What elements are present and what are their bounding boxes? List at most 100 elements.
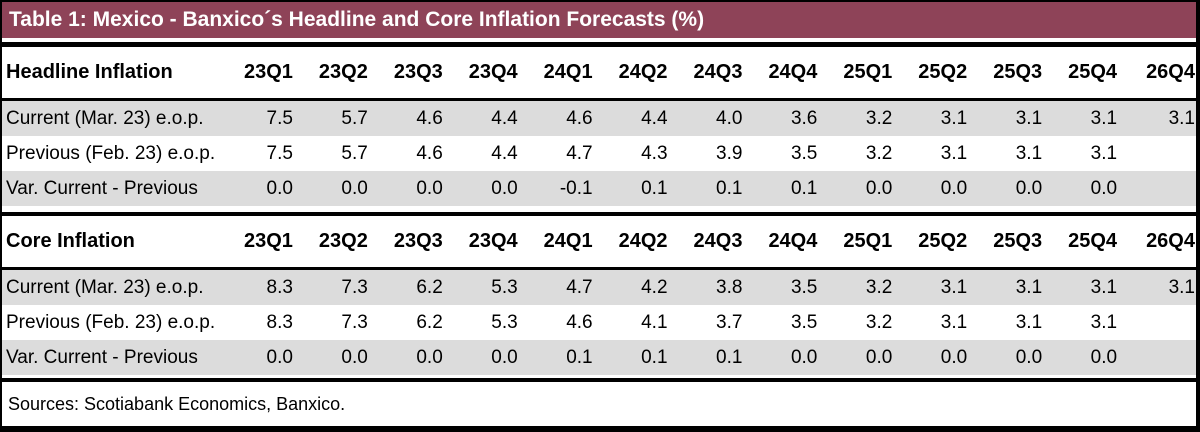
column-header-24q2: 24Q2 (618, 230, 668, 252)
section-core-inflation: Core Inflation 23Q1 23Q2 23Q3 23Q4 24Q1 24Q2 24… (2, 216, 1196, 375)
column-header-24q3: 24Q3 (693, 61, 743, 83)
column-header-24q3: 24Q3 (693, 230, 743, 252)
data-cell: 7.3 (341, 276, 368, 298)
data-cell: 0.0 (491, 177, 518, 199)
data-cell: 3.2 (865, 311, 893, 333)
data-cell: 4.6 (416, 142, 443, 164)
data-cell: 5.3 (491, 311, 518, 333)
data-cell: 0.0 (416, 346, 443, 368)
data-cell: 0.1 (566, 346, 593, 368)
table-row: Var. Current - Previous 0.0 0.0 0.0 0.0 -0.1 0… (2, 171, 1196, 206)
data-cell: 0.0 (491, 346, 518, 368)
row-label: Current (Mar. 23) e.o.p. (6, 107, 204, 129)
data-cell: 3.5 (790, 276, 818, 298)
data-cell: 0.0 (341, 177, 368, 199)
sources-note: Sources: Scotiabank Economics, Banxico. (8, 393, 346, 414)
column-header-23q3: 23Q3 (393, 61, 443, 83)
data-cell: 8.3 (266, 311, 293, 333)
horizontal-rule (2, 267, 1196, 270)
table-row: Previous (Feb. 23) e.o.p. 8.3 7.3 6.2 5.3 4.6… (2, 305, 1196, 340)
data-cell: 3.1 (1090, 276, 1118, 298)
column-header-25q3: 25Q3 (993, 230, 1043, 252)
column-header-25q4: 25Q4 (1068, 230, 1118, 252)
table-row: Var. Current - Previous 0.0 0.0 0.0 0.0 0.1 0.… (2, 340, 1196, 375)
data-cell: 6.2 (416, 276, 443, 298)
section-body: Current (Mar. 23) e.o.p. 8.3 7.3 6.2 5.3 4.7 4… (2, 270, 1196, 375)
data-cell: 0.1 (790, 177, 818, 199)
column-header-26q4: 26Q4 (1146, 61, 1195, 83)
data-cell: 4.7 (566, 142, 593, 164)
spacer (2, 38, 1196, 42)
column-header-25q1: 25Q1 (843, 61, 893, 83)
section-label: Core Inflation (6, 230, 135, 252)
data-cell: 3.1 (1015, 142, 1043, 164)
data-cell: 4.2 (641, 276, 668, 298)
data-cell: 0.1 (641, 346, 668, 368)
data-cell: 3.1 (1015, 107, 1043, 129)
horizontal-rule (2, 212, 1196, 216)
section-label: Headline Inflation (6, 61, 173, 83)
data-cell: 0.0 (865, 177, 893, 199)
column-header-23q2: 23Q2 (318, 230, 368, 252)
data-cell: 0.0 (940, 346, 968, 368)
data-cell: 3.9 (716, 142, 743, 164)
data-cell: 4.4 (491, 142, 518, 164)
data-cell: 3.1 (1090, 311, 1118, 333)
data-cell: 3.1 (1090, 107, 1118, 129)
data-cell: 3.1 (940, 107, 968, 129)
data-cell: 0.0 (940, 177, 968, 199)
sources-row: Sources: Scotiabank Economics, Banxico. (2, 382, 1196, 426)
data-cell: 3.1 (1168, 107, 1195, 129)
horizontal-rule (2, 42, 1196, 47)
data-cell: 3.2 (865, 142, 893, 164)
spacer (2, 206, 1196, 212)
data-cell: 4.7 (566, 276, 593, 298)
column-header-24q4: 24Q4 (768, 61, 818, 83)
horizontal-rule (2, 98, 1196, 101)
column-header-23q2: 23Q2 (318, 61, 368, 83)
data-cell: 8.3 (266, 276, 293, 298)
data-cell: 3.7 (716, 311, 743, 333)
data-cell: 0.0 (865, 346, 893, 368)
data-cell: 5.7 (341, 142, 368, 164)
data-cell: 4.6 (566, 311, 593, 333)
column-header-24q4: 24Q4 (768, 230, 818, 252)
data-cell: 3.5 (790, 142, 818, 164)
section-headline-inflation: Headline Inflation 23Q1 23Q2 23Q3 23Q4 24Q1 24… (2, 47, 1196, 206)
row-label: Var. Current - Previous (6, 177, 198, 199)
data-cell: 3.1 (940, 311, 968, 333)
table-row: Current (Mar. 23) e.o.p. 7.5 5.7 4.6 4.4 4.6 4… (2, 101, 1196, 136)
table-title: Table 1: Mexico - Banxico´s Headline and… (9, 8, 705, 31)
row-label: Var. Current - Previous (6, 346, 198, 368)
data-cell: 0.0 (1015, 346, 1043, 368)
column-header-24q1: 24Q1 (543, 61, 593, 83)
data-cell: 5.7 (341, 107, 368, 129)
column-header-23q3: 23Q3 (393, 230, 443, 252)
column-header-25q2: 25Q2 (918, 61, 968, 83)
column-header-25q4: 25Q4 (1068, 61, 1118, 83)
data-cell: 0.0 (1015, 177, 1043, 199)
data-cell: 4.6 (416, 107, 443, 129)
table-row: Current (Mar. 23) e.o.p. 8.3 7.3 6.2 5.3 4.7 4… (2, 270, 1196, 305)
data-cell: 3.1 (940, 142, 968, 164)
data-cell: -0.1 (559, 177, 593, 199)
column-header-26q4: 26Q4 (1146, 230, 1195, 252)
data-cell: 3.5 (790, 311, 818, 333)
row-label: Previous (Feb. 23) e.o.p. (6, 311, 216, 333)
column-header-24q1: 24Q1 (543, 230, 593, 252)
horizontal-rule (2, 378, 1196, 382)
data-cell: 0.0 (416, 177, 443, 199)
data-cell: 4.0 (716, 107, 743, 129)
column-header-25q3: 25Q3 (993, 61, 1043, 83)
data-cell: 4.4 (491, 107, 518, 129)
data-cell: 0.0 (266, 346, 293, 368)
data-cell: 3.2 (865, 276, 893, 298)
data-cell: 7.5 (266, 107, 293, 129)
data-cell: 0.0 (1090, 346, 1118, 368)
data-cell: 3.1 (1015, 276, 1043, 298)
column-header-25q1: 25Q1 (843, 230, 893, 252)
data-cell: 0.1 (716, 177, 743, 199)
data-cell: 3.6 (790, 107, 818, 129)
column-header-23q1: 23Q1 (243, 230, 293, 252)
data-cell: 3.1 (1015, 311, 1043, 333)
